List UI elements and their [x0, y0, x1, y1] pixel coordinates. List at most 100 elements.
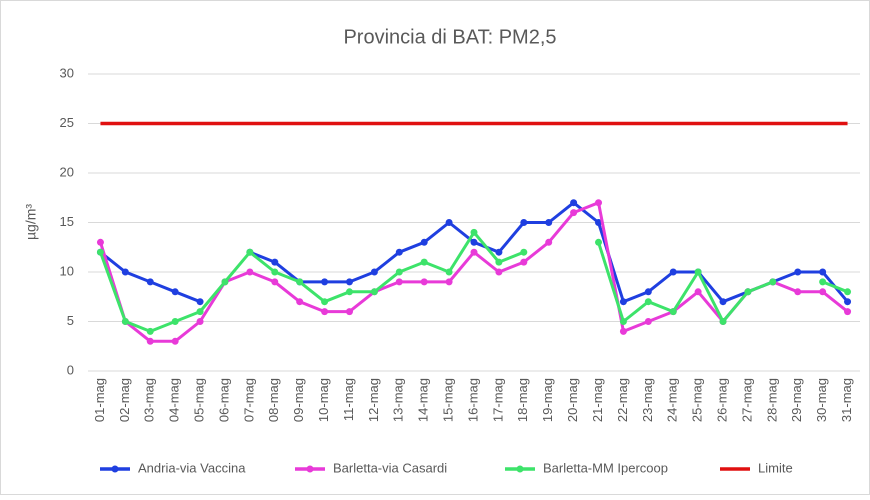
- x-tick-label: 05-mag: [192, 378, 207, 422]
- data-point: [844, 308, 852, 316]
- data-point: [171, 318, 179, 325]
- x-tick-label: 13-mag: [391, 378, 406, 422]
- data-point: [445, 278, 453, 286]
- data-point: [719, 318, 727, 325]
- data-point: [370, 288, 378, 296]
- data-point: [246, 268, 254, 276]
- y-tick-label: 30: [60, 65, 74, 80]
- y-tick-label: 15: [60, 214, 74, 229]
- legend-label: Andria-via Vaccina: [138, 460, 246, 475]
- x-tick-label: 26-mag: [714, 378, 729, 422]
- data-point: [196, 308, 204, 316]
- data-point: [844, 298, 852, 306]
- data-point: [296, 278, 304, 286]
- x-tick-label: 19-mag: [540, 378, 555, 422]
- y-axis-label: µg/m³: [23, 204, 39, 240]
- data-point: [296, 298, 304, 306]
- x-tick-label: 17-mag: [490, 378, 505, 422]
- data-point: [470, 238, 478, 246]
- data-point: [694, 288, 702, 296]
- x-tick-label: 27-mag: [739, 378, 754, 422]
- x-tick-label: 08-mag: [266, 378, 281, 422]
- data-point: [395, 268, 403, 276]
- x-tick-label: 30-mag: [814, 378, 829, 422]
- data-point: [619, 298, 627, 306]
- data-point: [121, 268, 129, 276]
- data-point: [719, 298, 727, 306]
- data-point: [370, 268, 378, 276]
- data-point: [271, 278, 279, 286]
- legend-label: Barletta-MM Ipercoop: [543, 460, 668, 475]
- data-point: [570, 199, 578, 207]
- data-point: [395, 248, 403, 256]
- x-tick-label: 25-mag: [690, 378, 705, 422]
- y-tick-label: 5: [67, 313, 74, 328]
- x-tick-label: 20-mag: [565, 378, 580, 422]
- data-point: [345, 278, 353, 286]
- legend-marker: [111, 465, 119, 473]
- x-tick-label: 11-mag: [341, 378, 356, 421]
- data-point: [321, 308, 329, 316]
- x-tick-label: 10-mag: [316, 378, 331, 422]
- data-point: [271, 268, 279, 276]
- y-tick-label: 0: [67, 362, 74, 377]
- data-point: [819, 278, 827, 286]
- data-point: [171, 288, 179, 296]
- data-point: [271, 258, 279, 266]
- x-tick-label: 16-mag: [465, 378, 480, 422]
- data-point: [619, 318, 627, 325]
- x-tick-label: 01-mag: [92, 378, 107, 422]
- data-point: [345, 308, 353, 316]
- data-point: [694, 268, 702, 276]
- data-point: [196, 318, 204, 325]
- data-point: [96, 238, 104, 246]
- data-point: [420, 238, 428, 246]
- data-point: [570, 209, 578, 217]
- x-tick-label: 28-mag: [764, 378, 779, 422]
- data-point: [520, 248, 528, 256]
- data-point: [819, 288, 827, 296]
- data-point: [246, 248, 254, 256]
- series-line: [822, 280, 849, 294]
- data-point: [794, 268, 802, 276]
- data-point: [844, 288, 852, 296]
- data-point: [794, 288, 802, 296]
- data-point: [744, 288, 752, 296]
- data-point: [146, 327, 154, 335]
- chart-title: Provincia di BAT: PM2,5: [343, 26, 556, 48]
- data-point: [470, 248, 478, 256]
- legend-label: Limite: [758, 460, 793, 475]
- series-line: [99, 230, 525, 333]
- data-point: [545, 238, 553, 246]
- data-point: [495, 268, 503, 276]
- data-point: [420, 278, 428, 286]
- x-tick-label: 24-mag: [665, 378, 680, 422]
- x-tick-label: 14-mag: [416, 378, 431, 422]
- x-tick-label: 15-mag: [441, 378, 456, 422]
- data-point: [595, 219, 603, 226]
- data-point: [171, 337, 179, 345]
- data-point: [520, 258, 528, 266]
- x-tick-label: 09-mag: [291, 378, 306, 422]
- x-tick-label: 18-mag: [515, 378, 530, 422]
- x-tick-label: 31-mag: [839, 378, 854, 422]
- data-point: [420, 258, 428, 266]
- data-point: [495, 258, 503, 266]
- data-point: [495, 248, 503, 256]
- data-point: [595, 238, 603, 246]
- x-tick-label: 12-mag: [366, 378, 381, 422]
- data-point: [520, 219, 528, 226]
- legend-label: Barletta-via Casardi: [333, 460, 447, 475]
- data-point: [121, 318, 129, 325]
- data-point: [819, 268, 827, 276]
- data-point: [321, 298, 329, 306]
- y-tick-label: 25: [60, 115, 74, 130]
- data-point: [669, 308, 677, 316]
- data-point: [445, 219, 453, 226]
- data-point: [644, 288, 652, 296]
- data-point: [769, 278, 777, 286]
- legend-marker: [516, 465, 524, 473]
- series-line: [597, 241, 774, 323]
- data-point: [96, 248, 104, 256]
